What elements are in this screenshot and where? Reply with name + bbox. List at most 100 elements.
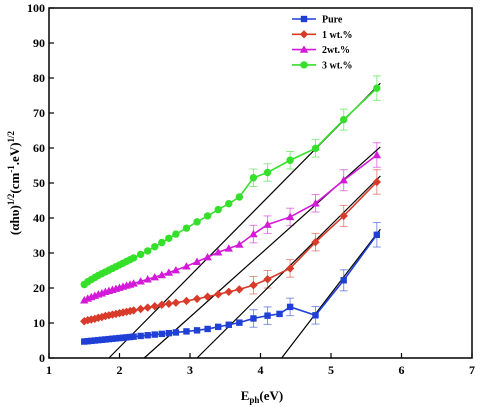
data-point (311, 199, 320, 207)
legend-item: 3 wt.% (292, 60, 353, 71)
data-point (112, 335, 120, 342)
data-point (158, 238, 166, 247)
data-point (339, 176, 348, 184)
data-point (203, 292, 212, 301)
data-point (339, 115, 348, 124)
y-tick-label: 90 (33, 36, 45, 50)
data-point (183, 328, 190, 335)
series-1 (81, 231, 381, 345)
y-axis-ticks: 0 10 20 30 40 50 60 70 80 90 100 (27, 1, 54, 365)
data-point (214, 248, 223, 256)
data-point (143, 275, 152, 283)
data-point (215, 323, 222, 331)
series-2 (80, 177, 382, 326)
data-point (372, 177, 382, 187)
x-tick-label: 4 (258, 363, 264, 377)
legend: Pure 1 wt.% 2wt.% 3 wt.% (292, 15, 353, 71)
data-point (98, 336, 106, 343)
data-point (249, 281, 258, 290)
data-point (182, 224, 191, 232)
data-point (144, 332, 151, 339)
legend-marker (299, 45, 309, 53)
data-point (276, 310, 283, 318)
data-point (193, 327, 201, 334)
data-point (373, 231, 381, 238)
x-tick-label: 2 (117, 363, 123, 377)
data-point (235, 193, 244, 201)
legend-label: 1 wt.% (322, 30, 353, 41)
data-point (263, 275, 272, 284)
data-point (249, 174, 258, 182)
legend-item: 2wt.% (292, 45, 350, 56)
data-point (312, 312, 319, 319)
data-point (286, 156, 294, 164)
data-point (214, 205, 222, 214)
data-point (136, 250, 145, 259)
y-tick-label: 10 (33, 316, 45, 330)
legend-label: 3 wt.% (322, 60, 353, 71)
x-axis-title-unit: (eV) (259, 388, 283, 403)
x-tick-label: 6 (399, 363, 405, 377)
data-point (91, 337, 99, 344)
legend-item: 1 wt.% (292, 30, 353, 41)
data-point (151, 331, 158, 338)
data-point (129, 306, 138, 315)
y-axis-title-part1: (αhυ) (7, 205, 22, 235)
data-point (172, 329, 180, 336)
data-point (123, 334, 130, 341)
data-point (129, 279, 138, 287)
data-point (116, 334, 123, 342)
data-point (143, 303, 152, 312)
plot-frame (48, 7, 473, 359)
data-point (203, 253, 212, 261)
y-tick-label: 70 (33, 106, 45, 120)
x-axis-title-subscript: ph (249, 395, 259, 405)
data-point (225, 321, 232, 328)
data-point (192, 257, 202, 265)
legend-marker (300, 61, 308, 69)
data-point (102, 336, 109, 343)
x-tick-label: 3 (187, 363, 193, 377)
data-point (372, 150, 382, 159)
data-point (136, 304, 145, 314)
data-point (119, 334, 127, 341)
data-point (193, 218, 201, 226)
data-point (105, 335, 113, 343)
series-4 (80, 84, 381, 289)
data-point (224, 244, 233, 252)
tangent-line (281, 228, 381, 359)
data-point (84, 338, 91, 345)
data-point (264, 312, 271, 319)
legend-label: 2wt.% (322, 45, 350, 56)
legend-item: Pure (292, 15, 343, 26)
data-point (235, 240, 244, 248)
y-tick-label: 100 (27, 1, 45, 15)
legend-marker (299, 30, 309, 39)
y-axis-title-sup3: 1/2 (6, 130, 16, 142)
data-point (130, 333, 137, 340)
data-point (150, 302, 159, 311)
data-point (171, 265, 181, 274)
data-point (250, 315, 257, 322)
data-point (157, 300, 166, 309)
data-point (203, 212, 212, 220)
data-point (88, 337, 95, 345)
data-point (235, 285, 244, 294)
data-point (126, 333, 134, 341)
data-point (340, 277, 347, 284)
y-axis-title: (αhυ)1/2(cm-1.eV)1/2 (6, 130, 22, 235)
data-point (311, 237, 320, 247)
x-axis-ticks: 1 2 3 4 5 6 7 (46, 353, 475, 377)
y-tick-label: 30 (33, 246, 45, 260)
series-line (83, 87, 378, 286)
data-point (204, 325, 211, 333)
y-axis-title-sup1: 1/2 (6, 193, 16, 205)
data-point (224, 287, 233, 297)
data-point (192, 294, 202, 304)
data-point (150, 272, 159, 281)
data-point (108, 310, 117, 319)
series-line (83, 154, 378, 301)
y-axis-title-part3: .eV) (7, 142, 22, 165)
data-point (129, 254, 138, 262)
y-tick-label: 0 (39, 351, 45, 365)
